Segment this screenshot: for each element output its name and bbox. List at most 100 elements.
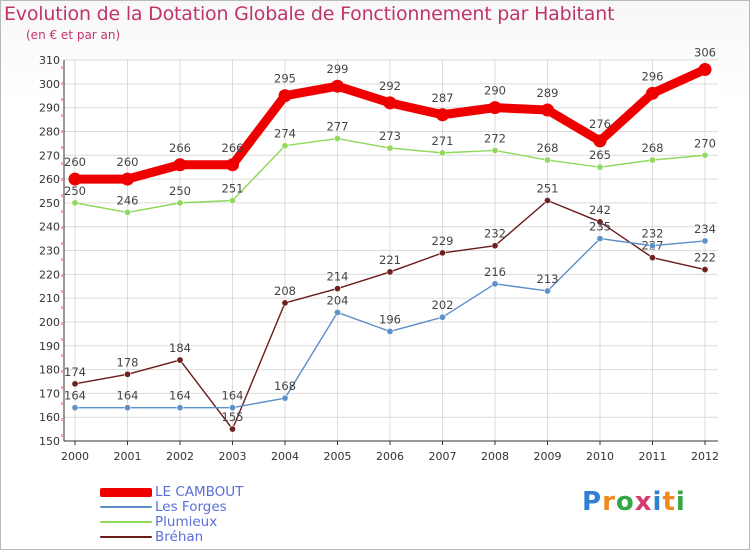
logo-letter: o xyxy=(615,487,635,517)
proxiti-logo: Proxiti xyxy=(582,487,686,517)
data-point-les-forges xyxy=(281,394,289,402)
y-tick-label: 280 xyxy=(39,125,60,138)
data-point-le-cambout xyxy=(331,79,344,93)
data-point-brehan xyxy=(333,285,341,293)
data-point-le-cambout xyxy=(488,101,502,115)
x-tick-label: 2011 xyxy=(639,450,667,463)
x-tick-label: 2009 xyxy=(534,450,562,463)
data-label-le-cambout: 290 xyxy=(484,84,506,98)
data-label-plumieux: 250 xyxy=(64,184,86,198)
data-point-plumieux xyxy=(438,149,446,157)
data-point-brehan xyxy=(124,370,132,378)
x-tick-label: 2004 xyxy=(271,450,299,463)
data-label-le-cambout: 260 xyxy=(117,155,139,169)
x-tick-label: 2006 xyxy=(376,450,404,463)
legend-swatch-le-cambout xyxy=(100,488,152,497)
chart-subtitle: (en € et par an) xyxy=(26,28,121,42)
y-tick-label: 200 xyxy=(39,316,60,329)
y-tick-label: 190 xyxy=(39,340,60,353)
chart-title: Evolution de la Dotation Globale de Fonc… xyxy=(4,3,615,25)
data-label-brehan: 232 xyxy=(484,227,506,241)
logo-letter: t xyxy=(662,487,676,517)
data-label-le-cambout: 266 xyxy=(169,141,191,155)
logo-letter: x xyxy=(634,487,653,517)
data-label-plumieux: 273 xyxy=(379,129,401,143)
data-point-brehan xyxy=(491,242,499,250)
data-label-les-forges: 164 xyxy=(169,389,191,403)
data-point-plumieux xyxy=(491,146,499,154)
data-point-le-cambout xyxy=(383,96,397,110)
y-tick-label: 180 xyxy=(39,364,60,377)
logo-letter: r xyxy=(602,487,616,517)
y-tick-label: 260 xyxy=(39,173,60,186)
x-tick-label: 2010 xyxy=(586,450,614,463)
data-point-le-cambout xyxy=(121,172,134,186)
data-label-brehan: 155 xyxy=(222,410,244,424)
y-tick-label: 310 xyxy=(39,54,60,67)
data-label-les-forges: 232 xyxy=(642,227,664,241)
data-point-plumieux xyxy=(176,199,184,207)
data-point-plumieux xyxy=(71,199,79,207)
data-point-les-forges xyxy=(438,313,446,321)
legend-label-brehan: Bréhan xyxy=(155,529,204,545)
data-label-le-cambout: 260 xyxy=(64,155,86,169)
data-point-les-forges xyxy=(543,287,551,295)
data-label-le-cambout: 276 xyxy=(589,117,611,131)
data-point-le-cambout xyxy=(278,89,292,103)
data-label-plumieux: 268 xyxy=(642,141,664,155)
data-point-les-forges xyxy=(124,404,132,412)
data-label-les-forges: 235 xyxy=(589,220,611,234)
data-point-plumieux xyxy=(543,156,551,164)
legend-label-le-cambout: LE CAMBOUT xyxy=(155,484,244,500)
data-point-les-forges xyxy=(333,308,341,316)
data-point-le-cambout xyxy=(541,103,554,117)
data-point-le-cambout xyxy=(68,172,82,186)
data-label-plumieux: 270 xyxy=(694,136,716,150)
data-point-plumieux xyxy=(229,196,237,204)
y-tick-label: 250 xyxy=(39,197,60,210)
legend-swatch-plumieux xyxy=(100,521,152,523)
logo-letter: i xyxy=(675,487,686,517)
data-label-le-cambout: 295 xyxy=(274,72,296,86)
y-tick-label: 240 xyxy=(39,221,60,234)
data-label-brehan: 208 xyxy=(274,284,296,298)
data-label-le-cambout: 287 xyxy=(432,91,454,105)
data-label-plumieux: 271 xyxy=(432,134,454,148)
data-label-brehan: 184 xyxy=(169,341,191,355)
y-tick-label: 210 xyxy=(39,292,60,305)
legend-swatch-les-forges xyxy=(100,506,152,508)
data-point-brehan xyxy=(648,254,656,262)
data-label-le-cambout: 266 xyxy=(222,141,244,155)
data-point-plumieux xyxy=(648,156,656,164)
data-label-les-forges: 204 xyxy=(327,293,349,307)
data-label-brehan: 214 xyxy=(327,270,349,284)
data-point-brehan xyxy=(281,299,289,307)
data-label-brehan: 242 xyxy=(589,203,611,217)
data-point-les-forges xyxy=(596,235,604,243)
y-tick-label: 160 xyxy=(39,411,60,424)
data-label-les-forges: 164 xyxy=(64,389,86,403)
logo-letter: i xyxy=(652,487,663,517)
data-point-plumieux xyxy=(333,135,341,143)
data-point-les-forges xyxy=(386,327,394,335)
data-label-les-forges: 234 xyxy=(694,222,716,236)
data-point-brehan xyxy=(701,266,709,274)
data-label-plumieux: 250 xyxy=(169,184,191,198)
y-tick-label: 150 xyxy=(39,435,60,448)
data-label-plumieux: 277 xyxy=(327,120,349,134)
y-tick-label: 290 xyxy=(39,102,60,115)
data-point-plumieux xyxy=(124,208,132,216)
x-tick-label: 2007 xyxy=(429,450,457,463)
data-point-plumieux xyxy=(281,142,289,150)
x-tick-label: 2012 xyxy=(691,450,719,463)
data-point-le-cambout xyxy=(698,63,712,77)
data-point-les-forges xyxy=(71,404,79,412)
x-tick-label: 2003 xyxy=(219,450,247,463)
x-tick-label: 2000 xyxy=(61,450,89,463)
data-label-plumieux: 272 xyxy=(484,131,506,145)
data-point-les-forges xyxy=(701,237,709,245)
data-point-le-cambout xyxy=(173,158,187,172)
y-tick-label: 300 xyxy=(39,78,60,91)
data-point-brehan xyxy=(596,218,604,226)
